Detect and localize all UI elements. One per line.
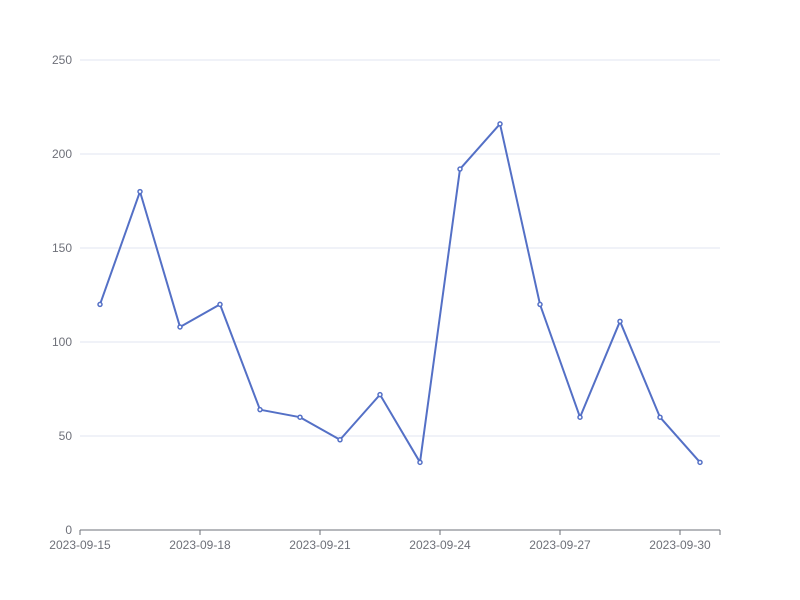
y-tick-label: 100 (52, 335, 72, 349)
x-tick-label: 2023-09-24 (409, 538, 471, 552)
x-axis-labels: 2023-09-15 2023-09-18 2023-09-21 2023-09-24… (49, 538, 711, 552)
data-point[interactable] (617, 318, 623, 325)
data-point[interactable] (657, 414, 663, 420)
data-point[interactable] (537, 301, 543, 308)
data-point[interactable] (257, 406, 263, 413)
x-tick-label: 2023-09-30 (649, 538, 711, 552)
data-point[interactable] (217, 301, 223, 308)
y-tick-label: 250 (52, 53, 72, 67)
data-point[interactable] (137, 188, 143, 195)
data-point[interactable] (297, 414, 303, 420)
data-point[interactable] (97, 301, 103, 308)
data-point[interactable] (337, 437, 343, 443)
y-tick-label: 150 (52, 241, 72, 255)
data-point[interactable] (457, 166, 463, 172)
y-grid (80, 59, 720, 437)
data-point[interactable] (577, 414, 583, 420)
data-point[interactable] (417, 459, 423, 466)
y-tick-label: 0 (65, 523, 72, 537)
x-tick-label: 2023-09-15 (49, 538, 111, 552)
data-point[interactable] (697, 459, 703, 466)
y-axis-labels: 0 50 100 150 200 250 (52, 53, 72, 537)
y-tick-label: 200 (52, 147, 72, 161)
x-tick-label: 2023-09-21 (289, 538, 351, 552)
y-tick-label: 50 (59, 429, 73, 443)
data-point[interactable] (497, 121, 503, 127)
data-point[interactable] (377, 391, 383, 398)
x-tick-label: 2023-09-27 (529, 538, 591, 552)
data-point[interactable] (177, 324, 183, 330)
series-line-0 (99, 122, 701, 464)
x-axis-ticks (79, 530, 721, 535)
series-group (97, 121, 703, 466)
x-tick-label: 2023-09-18 (169, 538, 231, 552)
